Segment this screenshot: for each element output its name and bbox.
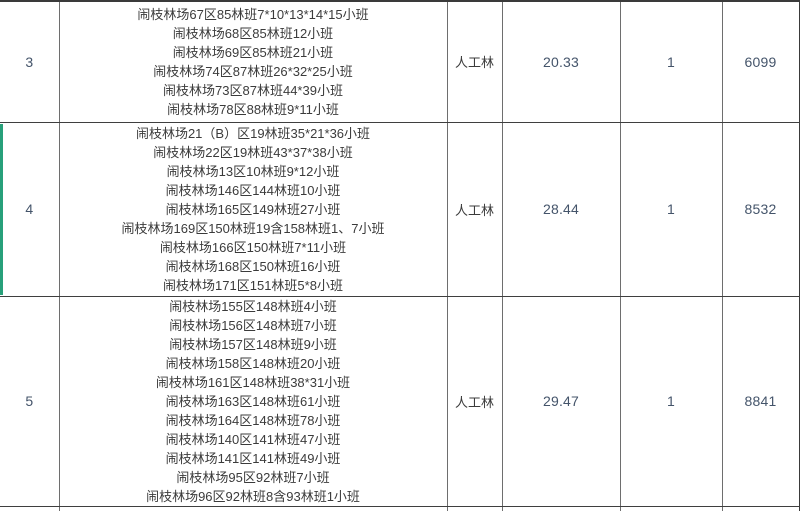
row-number: 5 bbox=[25, 393, 34, 409]
row-number-cell: 5 bbox=[0, 296, 60, 507]
location-line: 闹枝林场161区148林班38*31小班 bbox=[155, 374, 351, 390]
location-line: 闹枝林场69区85林班21小班 bbox=[172, 44, 334, 60]
count-cell: 1 bbox=[620, 122, 723, 297]
area-cell: 28.44 bbox=[502, 122, 621, 297]
location-line: 闹枝林场171区151林班5*8小班 bbox=[163, 277, 343, 293]
area-cell: 29.47 bbox=[502, 296, 621, 507]
table-row: 4 闹枝林场21（B）区19林班35*21*36小班 闹枝林场22区19林班43*… bbox=[0, 122, 800, 297]
area-cell: 20.33 bbox=[502, 1, 621, 123]
location-line: 闹枝林场68区85林班12小班 bbox=[172, 25, 334, 41]
location-line: 闹枝林场140区141林班47小班 bbox=[165, 431, 341, 447]
locations-cell: 闹枝林场21（B）区19林班35*21*36小班 闹枝林场22区19林班43*37… bbox=[59, 122, 448, 297]
empty-cell bbox=[722, 506, 800, 511]
location-line: 闹枝林场73区87林班44*39小班 bbox=[163, 82, 343, 98]
location-line: 闹枝林场22区19林班43*37*38小班 bbox=[153, 144, 353, 160]
empty-cell bbox=[620, 506, 723, 511]
count-cell: 1 bbox=[620, 296, 723, 507]
location-line: 闹枝林场155区148林班4小班 bbox=[169, 298, 337, 314]
row-number-cell: 4 bbox=[0, 122, 60, 297]
location-line: 闹枝林场67区85林班7*10*13*14*15小班 bbox=[137, 6, 369, 22]
location-line: 闹枝林场78区88林班9*11小班 bbox=[167, 101, 339, 117]
amount-cell: 8532 bbox=[722, 122, 800, 297]
location-line: 闹枝林场158区148林班20小班 bbox=[165, 355, 341, 371]
table-row: 3 闹枝林场67区85林班7*10*13*14*15小班 闹枝林场68区85林班1… bbox=[0, 1, 800, 123]
location-line: 闹枝林场165区149林班27小班 bbox=[165, 201, 341, 217]
locations-cell: 闹枝林场67区85林班7*10*13*14*15小班 闹枝林场68区85林班12小… bbox=[59, 1, 448, 123]
locations-cell: 闹枝林场155区148林班4小班 闹枝林场156区148林班7小班 闹枝林场157区… bbox=[59, 296, 448, 507]
location-line: 闹枝林场74区87林班26*32*25小班 bbox=[153, 63, 353, 79]
location-line: 闹枝林场166区150林班7*11小班 bbox=[159, 239, 347, 255]
location-line: 闹枝林场157区148林班9小班 bbox=[169, 336, 337, 352]
location-line: 闹枝林场156区148林班7小班 bbox=[169, 317, 337, 333]
partial-next-row bbox=[0, 506, 800, 511]
row-number: 3 bbox=[25, 53, 34, 70]
empty-cell bbox=[447, 506, 503, 511]
forest-type-cell: 人工林 bbox=[447, 1, 503, 123]
location-line: 闹枝林场95区92林班7小班 bbox=[176, 469, 330, 485]
location-line: 闹枝林场21（B）区19林班35*21*36小班 bbox=[135, 125, 371, 141]
empty-cell bbox=[59, 506, 448, 511]
forest-type-cell: 人工林 bbox=[447, 296, 503, 507]
location-line: 闹枝林场164区148林班78小班 bbox=[165, 412, 341, 428]
amount-cell: 8841 bbox=[722, 296, 800, 507]
location-line: 闹枝林场96区92林班8含93林班1小班 bbox=[146, 488, 360, 504]
row-number: 4 bbox=[25, 201, 34, 217]
amount-cell: 6099 bbox=[722, 1, 800, 123]
location-line: 闹枝林场163区148林班61小班 bbox=[165, 393, 341, 409]
empty-cell bbox=[502, 506, 621, 511]
count-cell: 1 bbox=[620, 1, 723, 123]
location-line: 闹枝林场13区10林班9*12小班 bbox=[166, 163, 340, 179]
selection-marker bbox=[0, 123, 3, 295]
location-line: 闹枝林场169区150林班19含158林班1、7小班 bbox=[121, 220, 385, 236]
empty-cell bbox=[0, 506, 60, 511]
location-line: 闹枝林场141区141林班49小班 bbox=[165, 450, 341, 466]
row-number-cell: 3 bbox=[0, 1, 60, 123]
table-row: 5 闹枝林场155区148林班4小班 闹枝林场156区148林班7小班 闹枝林场15… bbox=[0, 296, 800, 507]
location-line: 闹枝林场168区150林班16小班 bbox=[165, 258, 341, 274]
forest-type-cell: 人工林 bbox=[447, 122, 503, 297]
location-line: 闹枝林场146区144林班10小班 bbox=[165, 182, 341, 198]
